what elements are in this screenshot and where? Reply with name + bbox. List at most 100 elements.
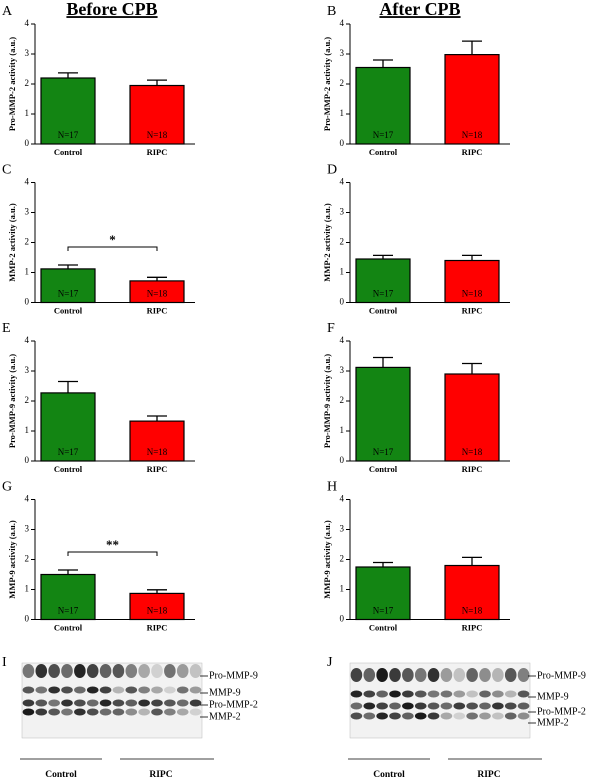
gel-band	[466, 702, 478, 710]
bar-label: N=18	[462, 289, 483, 299]
panel-letter: F	[327, 321, 335, 336]
group-label: RIPC	[477, 770, 500, 780]
gel-band	[112, 699, 125, 707]
band-label: MMP-2	[537, 717, 569, 728]
gel-band	[151, 708, 163, 716]
gel-band	[363, 668, 376, 682]
gel-band	[492, 702, 504, 710]
y-tick-label: 2	[25, 78, 30, 88]
gel-band	[99, 708, 112, 716]
gel-band	[453, 690, 466, 698]
gel-band	[189, 699, 202, 707]
y-tick-label: 0	[25, 614, 30, 624]
gel-band	[517, 668, 530, 682]
gel-band	[453, 702, 466, 710]
gel-band	[402, 712, 414, 720]
gel-band	[176, 699, 189, 707]
bar-label: N=17	[373, 447, 394, 457]
gel-band	[61, 664, 73, 678]
gel-band	[504, 690, 517, 698]
y-axis-label: Pro-MMP-9 activity (a.u.)	[322, 354, 332, 448]
gel-band	[466, 668, 478, 682]
x-tick-label: RIPC	[147, 622, 168, 632]
bar-label: N=17	[58, 289, 79, 299]
gel-band	[504, 668, 517, 682]
gel-band	[427, 712, 440, 720]
gel-band	[517, 702, 530, 710]
bar-label: N=18	[462, 130, 483, 140]
bar	[355, 258, 411, 304]
bar-label: N=18	[147, 289, 168, 299]
panel-letter: A	[2, 4, 13, 19]
gel-band	[350, 690, 363, 698]
x-tick-label: Control	[369, 147, 398, 157]
gel-band	[440, 690, 453, 698]
bar	[355, 366, 411, 462]
y-tick-label: 3	[25, 48, 30, 58]
y-axis-label: MMP-2 activity (a.u.)	[322, 203, 332, 282]
gel-band	[151, 686, 163, 694]
panel-letter: H	[327, 480, 337, 495]
gel-band	[48, 664, 60, 678]
bar-label: N=18	[147, 130, 168, 140]
panel-letter: I	[2, 655, 7, 670]
y-tick-label: 2	[25, 554, 30, 564]
gel-band	[389, 712, 401, 720]
gel-band	[125, 699, 138, 707]
y-tick-label: 0	[340, 297, 345, 307]
gel-band	[479, 690, 491, 698]
gel-band	[164, 686, 176, 694]
y-tick-label: 2	[340, 395, 345, 405]
gel-band	[138, 664, 150, 678]
y-tick-label: 0	[340, 455, 345, 465]
gel-band	[151, 664, 163, 678]
x-tick-label: RIPC	[147, 305, 168, 315]
gel-band	[22, 699, 35, 707]
gel-band	[61, 686, 73, 694]
gel-band	[138, 708, 150, 716]
gel-band	[389, 668, 401, 682]
gel-band	[402, 668, 414, 682]
gel-band	[414, 668, 427, 682]
x-tick-label: RIPC	[147, 464, 168, 474]
gel-band	[376, 668, 388, 682]
gel-band	[35, 699, 48, 707]
y-axis-label: Pro-MMP-9 activity (a.u.)	[7, 354, 17, 448]
column-header: Before CPB	[66, 0, 157, 19]
gel-band	[414, 702, 427, 710]
gel-band	[376, 702, 388, 710]
gel-band	[151, 699, 163, 707]
gel-band	[112, 664, 125, 678]
bar	[129, 592, 185, 621]
gel-band	[86, 686, 99, 694]
x-tick-label: RIPC	[462, 305, 483, 315]
y-tick-label: 2	[340, 237, 345, 247]
y-tick-label: 4	[340, 18, 345, 28]
gel-band	[389, 702, 401, 710]
band-label: MMP-2	[209, 711, 241, 722]
gel-band	[440, 668, 453, 682]
x-tick-label: RIPC	[462, 622, 483, 632]
gel-band	[350, 668, 363, 682]
gel-band	[99, 686, 112, 694]
bar-label: N=18	[147, 447, 168, 457]
significance-label: *	[109, 232, 116, 247]
bar	[129, 420, 185, 462]
bar	[355, 66, 411, 145]
gel-band	[125, 708, 138, 716]
significance-bracket	[67, 246, 158, 251]
y-tick-label: 1	[340, 425, 345, 435]
bar	[355, 566, 411, 621]
gel-band	[376, 712, 388, 720]
gel-band	[22, 664, 35, 678]
band-label: MMP-9	[209, 687, 241, 698]
x-tick-label: RIPC	[462, 464, 483, 474]
band-label: MMP-9	[537, 691, 569, 702]
bar-label: N=18	[462, 606, 483, 616]
gel-band	[99, 664, 112, 678]
y-tick-label: 1	[25, 267, 30, 277]
gel-band	[138, 686, 150, 694]
bar-label: N=17	[58, 606, 79, 616]
gel-band	[164, 708, 176, 716]
panel-letter: G	[2, 480, 12, 495]
